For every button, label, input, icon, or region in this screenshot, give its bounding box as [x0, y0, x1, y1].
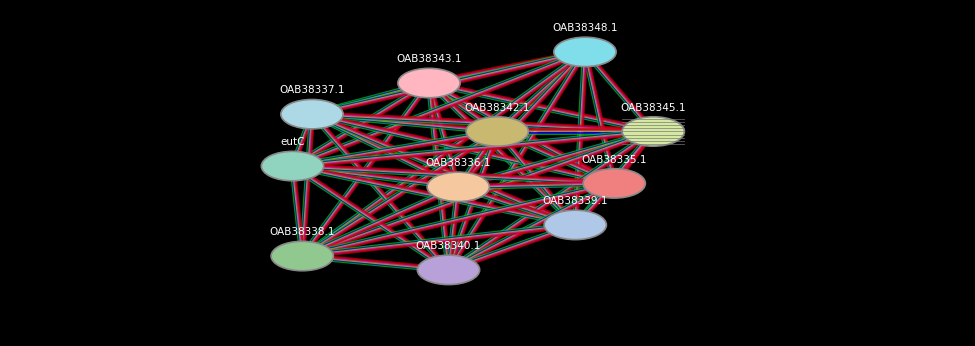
Ellipse shape — [417, 255, 480, 284]
Text: eutC: eutC — [280, 137, 305, 147]
Text: OAB38335.1: OAB38335.1 — [581, 155, 647, 165]
Text: OAB38336.1: OAB38336.1 — [425, 158, 491, 168]
Text: OAB38342.1: OAB38342.1 — [464, 103, 530, 113]
Ellipse shape — [427, 172, 489, 201]
Text: OAB38348.1: OAB38348.1 — [552, 23, 618, 33]
Text: OAB38343.1: OAB38343.1 — [396, 54, 462, 64]
Text: OAB38340.1: OAB38340.1 — [415, 241, 482, 251]
Text: OAB38338.1: OAB38338.1 — [269, 227, 335, 237]
Ellipse shape — [398, 69, 460, 98]
Text: OAB38337.1: OAB38337.1 — [279, 85, 345, 95]
Text: OAB38339.1: OAB38339.1 — [542, 196, 608, 206]
Ellipse shape — [554, 37, 616, 67]
Text: OAB38345.1: OAB38345.1 — [620, 103, 686, 113]
Ellipse shape — [281, 100, 343, 129]
Ellipse shape — [583, 169, 645, 198]
Ellipse shape — [622, 117, 684, 146]
Ellipse shape — [271, 242, 333, 271]
Ellipse shape — [544, 210, 606, 240]
Ellipse shape — [466, 117, 528, 146]
Ellipse shape — [261, 152, 324, 181]
